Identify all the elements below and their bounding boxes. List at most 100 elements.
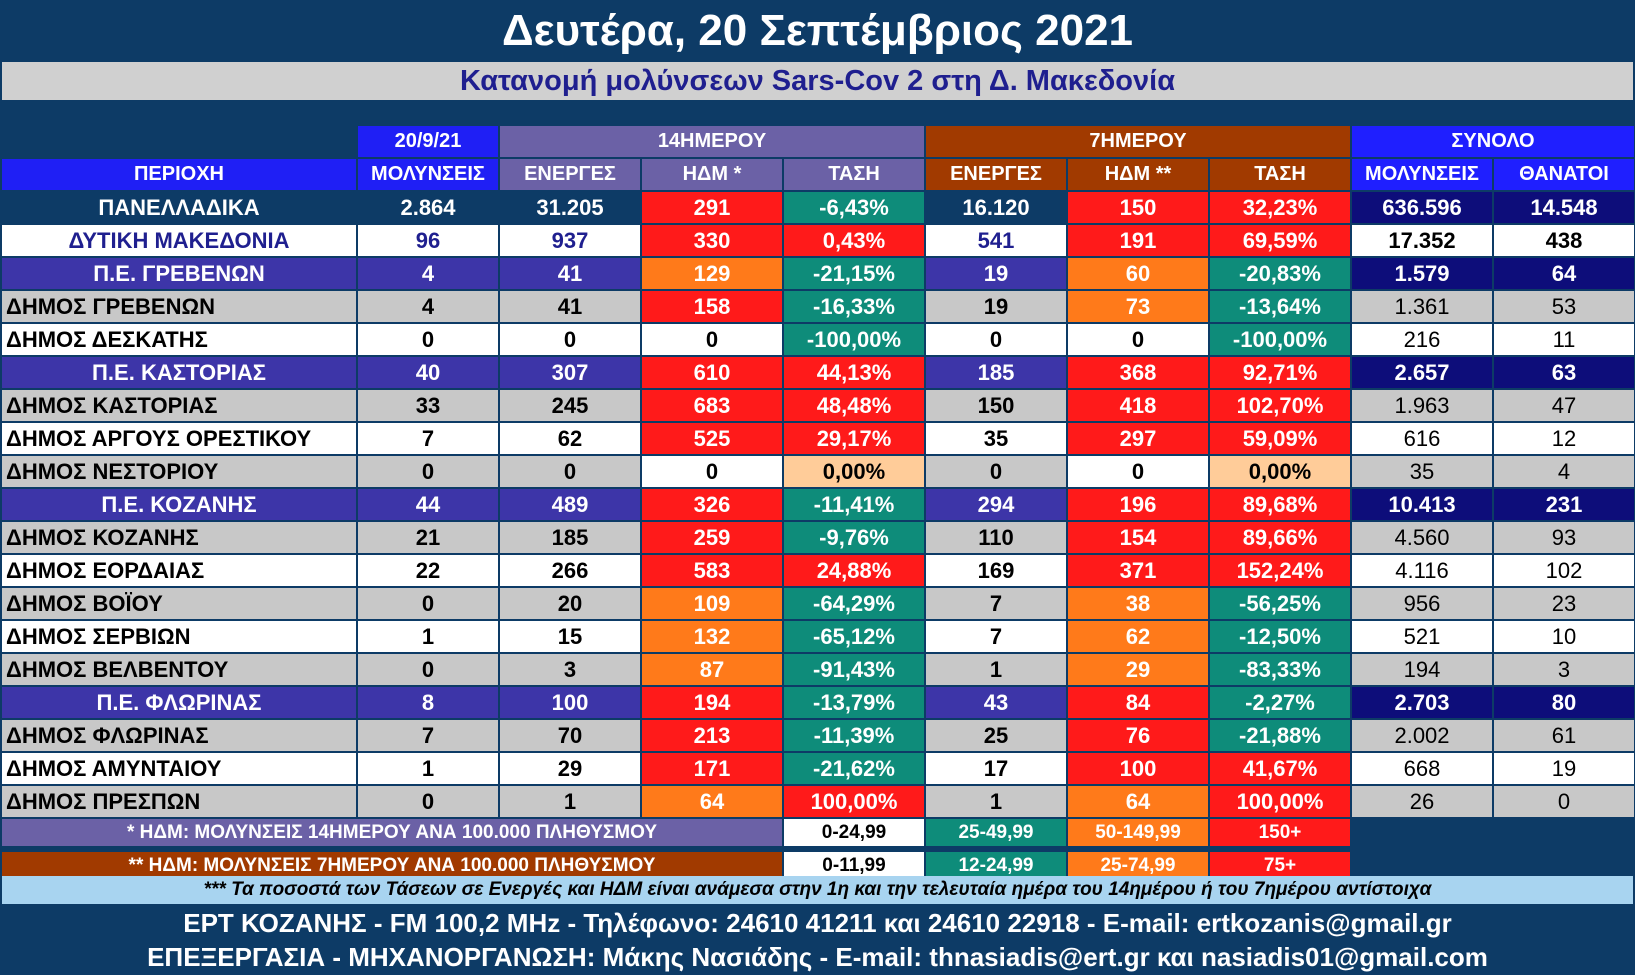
table-cell: 2.703: [1352, 687, 1492, 718]
table-cell: 62: [1068, 621, 1208, 652]
table-cell: 29: [1068, 654, 1208, 685]
table-cell: 87: [642, 654, 782, 685]
table-cell: 371: [1068, 555, 1208, 586]
table-cell: 7: [926, 621, 1066, 652]
row-label: ΔΗΜΟΣ ΠΡΕΣΠΩΝ: [2, 786, 356, 817]
legend-label: ** ΗΔΜ: ΜΟΛΥΝΣΕΙΣ 7ΗΜΕΡΟΥ ΑΝΑ 100.000 ΠΛ…: [2, 852, 782, 879]
table-cell: 44,13%: [784, 357, 924, 388]
header-spacer: [2, 126, 356, 157]
table-cell: 521: [1352, 621, 1492, 652]
table-cell: 21: [358, 522, 498, 553]
page-title: Δευτέρα, 20 Σεπτέμβριος 2021: [501, 6, 1134, 55]
table-cell: 7: [926, 588, 1066, 619]
table-cell: 683: [642, 390, 782, 421]
table-cell: 41: [500, 258, 640, 289]
table-cell: 0: [358, 324, 498, 355]
row-label: ΔΗΜΟΣ ΦΛΩΡΙΝΑΣ: [2, 720, 356, 751]
table-cell: 0,43%: [784, 225, 924, 256]
table-cell: 294: [926, 489, 1066, 520]
table-cell: 93: [1494, 522, 1634, 553]
column-header: ΕΝΕΡΓΕΣ: [500, 159, 640, 190]
table-cell: 12: [1494, 423, 1634, 454]
table-cell: 191: [1068, 225, 1208, 256]
legend-range: 25-49,99: [926, 819, 1066, 846]
table-cell: 0,00%: [784, 456, 924, 487]
table-cell: 17: [926, 753, 1066, 784]
table-cell: 15: [500, 621, 640, 652]
table-cell: 35: [1352, 456, 1492, 487]
table-cell: -11,41%: [784, 489, 924, 520]
table-cell: 100: [1068, 753, 1208, 784]
table-cell: 0: [642, 456, 782, 487]
row-label: ΔΗΜΟΣ ΕΟΡΔΑΙΑΣ: [2, 555, 356, 586]
table-cell: 26: [1352, 786, 1492, 817]
table-cell: 0: [358, 786, 498, 817]
header-total: ΣΥΝΟΛΟ: [1352, 126, 1634, 157]
table-cell: 266: [500, 555, 640, 586]
table-cell: 326: [642, 489, 782, 520]
table-cell: 3: [500, 654, 640, 685]
footer-contact: ΕΡΤ ΚΟΖΑΝΗΣ - FM 100,2 MHz - Τηλέφωνο: 2…: [183, 908, 1452, 938]
table-cell: 0: [926, 456, 1066, 487]
table-cell: 1: [926, 786, 1066, 817]
row-label: Π.Ε. ΓΡΕΒΕΝΩΝ: [2, 258, 356, 289]
table-cell: 73: [1068, 291, 1208, 322]
table-cell: 43: [926, 687, 1066, 718]
row-label: ΔΗΜΟΣ ΒΟΪΟΥ: [2, 588, 356, 619]
table-cell: 0: [500, 456, 640, 487]
table-cell: 541: [926, 225, 1066, 256]
table-cell: 2.002: [1352, 720, 1492, 751]
table-cell: 22: [358, 555, 498, 586]
table-cell: 937: [500, 225, 640, 256]
table-cell: 368: [1068, 357, 1208, 388]
table-cell: 20: [500, 588, 640, 619]
table-cell: 152,24%: [1210, 555, 1350, 586]
table-cell: 1: [358, 621, 498, 652]
table-cell: 100: [500, 687, 640, 718]
table-cell: 185: [926, 357, 1066, 388]
row-label: ΔΗΜΟΣ ΚΟΖΑΝΗΣ: [2, 522, 356, 553]
table-cell: -64,29%: [784, 588, 924, 619]
table-cell: 89,66%: [1210, 522, 1350, 553]
table-cell: 33: [358, 390, 498, 421]
table-cell: -11,39%: [784, 720, 924, 751]
table-cell: 19: [926, 258, 1066, 289]
table-cell: -100,00%: [1210, 324, 1350, 355]
data-table: 20/9/21 14ΗΜΕΡΟΥ 7ΗΜΕΡΟΥ ΣΥΝΟΛΟ ΠΕΡΙΟΧΗ ΜΟΛΥΝ…: [2, 126, 1634, 883]
row-label: ΔΥΤΙΚΗ ΜΑΚΕΔΟΝΙΑ: [2, 225, 356, 256]
table-cell: 1.361: [1352, 291, 1492, 322]
table-cell: 1: [358, 753, 498, 784]
table-cell: 297: [1068, 423, 1208, 454]
table-cell: 583: [642, 555, 782, 586]
table-cell: 438: [1494, 225, 1634, 256]
table-cell: 102,70%: [1210, 390, 1350, 421]
table-cell: 31.205: [500, 192, 640, 223]
table-cell: 418: [1068, 390, 1208, 421]
legend-range: 0-11,99: [784, 852, 924, 879]
table-cell: -21,88%: [1210, 720, 1350, 751]
table-cell: 4: [1494, 456, 1634, 487]
table-cell: 19: [1494, 753, 1634, 784]
table-cell: 100,00%: [1210, 786, 1350, 817]
table-cell: -9,76%: [784, 522, 924, 553]
row-label: ΔΗΜΟΣ ΑΡΓΟΥΣ ΟΡΕΣΤΙΚΟΥ: [2, 423, 356, 454]
column-header: ΗΔΜ *: [642, 159, 782, 190]
column-header: ΤΑΣΗ: [784, 159, 924, 190]
row-label: ΔΗΜΟΣ ΝΕΣΤΟΡΙΟΥ: [2, 456, 356, 487]
table-cell: 19: [926, 291, 1066, 322]
table-cell: 44: [358, 489, 498, 520]
column-header: ΜΟΛΥΝΣΕΙΣ: [358, 159, 498, 190]
header-7day: 7ΗΜΕΡΟΥ: [926, 126, 1350, 157]
table-cell: 185: [500, 522, 640, 553]
table-cell: 489: [500, 489, 640, 520]
legend-range: 0-24,99: [784, 819, 924, 846]
table-cell: -20,83%: [1210, 258, 1350, 289]
table-cell: 4: [358, 291, 498, 322]
table-cell: 525: [642, 423, 782, 454]
table-cell: 102: [1494, 555, 1634, 586]
table-cell: 61: [1494, 720, 1634, 751]
table-cell: 25: [926, 720, 1066, 751]
table-cell: 1.579: [1352, 258, 1492, 289]
footer-credits: ΕΠΕΞΕΡΓΑΣΙΑ - ΜΗΧΑΝΟΡΓΑΝΩΣΗ: Μάκης Νασιά…: [147, 942, 1488, 972]
header-date: 20/9/21: [358, 126, 498, 157]
